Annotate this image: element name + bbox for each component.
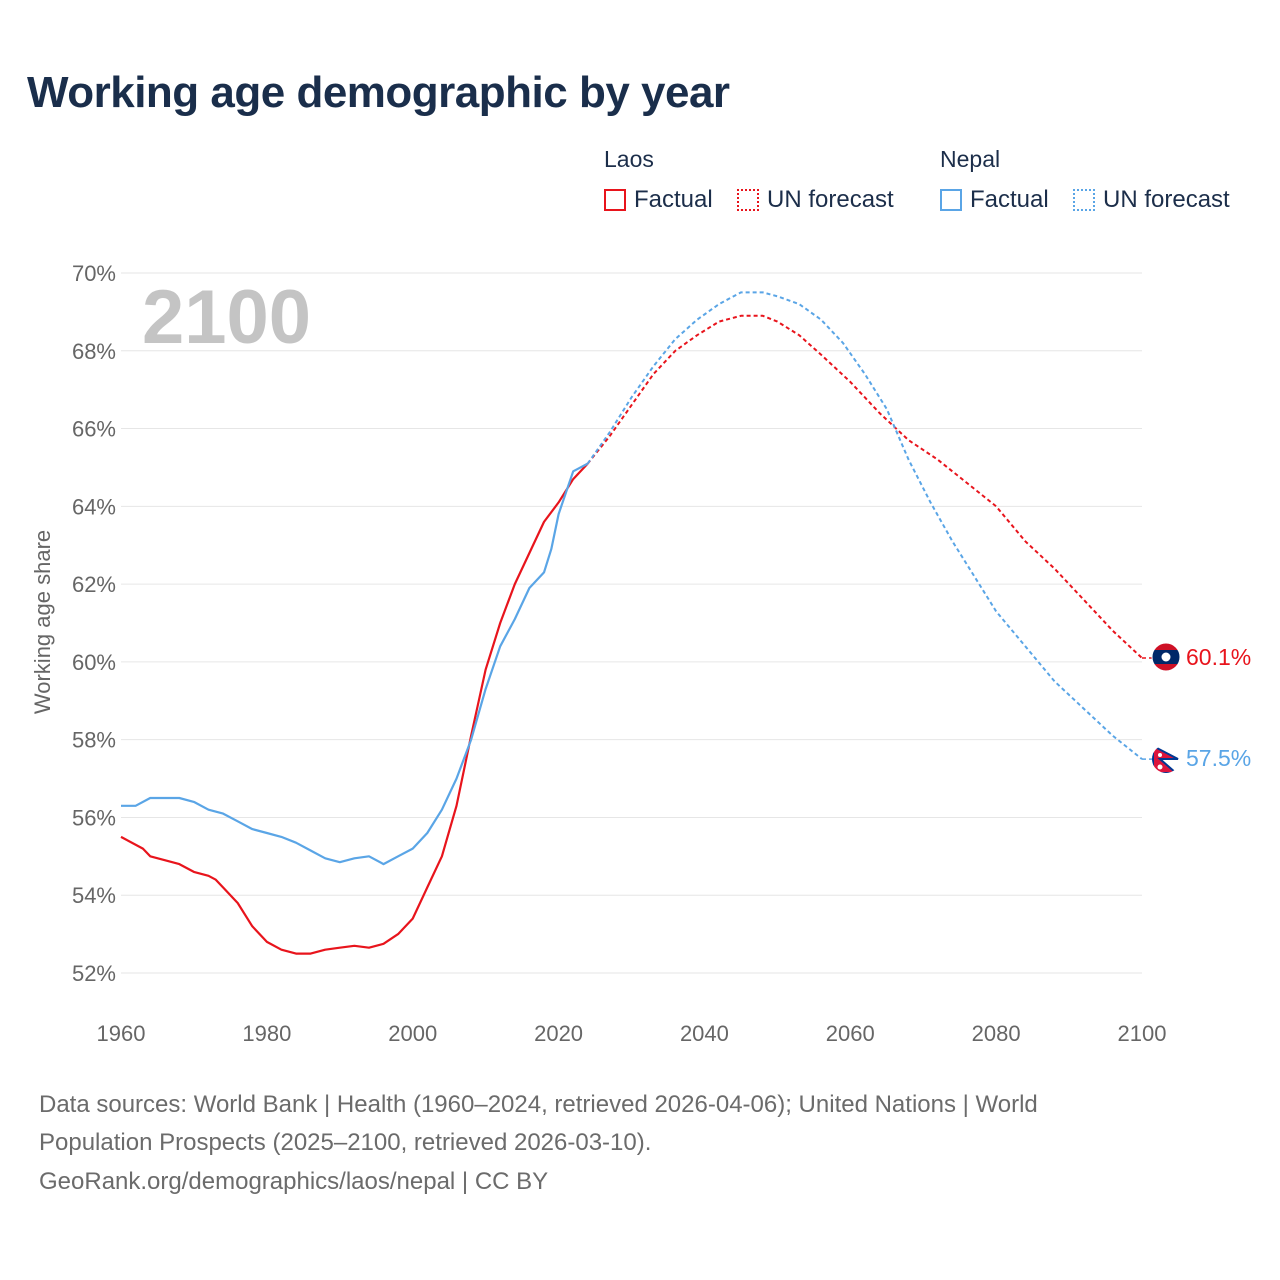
y-tick-label: 68% [72, 339, 116, 364]
series-line-nepal-factual[interactable] [121, 462, 589, 866]
legend-swatch-laos-factual [604, 189, 626, 211]
chart-title: Working age demographic by year [27, 68, 730, 117]
x-tick-label: 2020 [534, 1021, 583, 1046]
y-tick-label: 54% [72, 883, 116, 908]
legend-label: Factual [634, 186, 713, 213]
y-tick-label: 66% [72, 417, 116, 442]
y-tick-label: 64% [72, 494, 116, 519]
line-chart: 52% 54% 56% 58% 60% 62% 64% 66% 68% 70% 1960 1980 2… [30, 261, 1251, 1046]
end-label-laos: 60.1% [1186, 644, 1251, 670]
series-line-laos-factual[interactable] [120, 462, 589, 955]
legend-swatch-laos-forecast [737, 189, 759, 211]
y-tick-label: 62% [72, 572, 116, 597]
legend-label: UN forecast [1103, 186, 1230, 213]
footer-attribution[interactable]: GeoRank.org/demographics/laos/nepal | CC… [39, 1168, 549, 1195]
y-tick-label: 70% [72, 261, 116, 286]
legend-laos-forecast[interactable]: UN forecast [737, 186, 894, 214]
legend-title-laos: Laos [604, 146, 654, 172]
x-tick-label: 2080 [972, 1021, 1021, 1046]
legend-title-nepal: Nepal [940, 146, 1001, 172]
legend-swatch-nepal-forecast [1073, 189, 1095, 211]
legend-nepal-factual[interactable]: Factual [940, 186, 1049, 214]
year-watermark: 2100 [142, 275, 311, 360]
series-line-nepal-forecast[interactable] [586, 291, 1143, 760]
x-tick-label: 2060 [826, 1021, 875, 1046]
series-line-laos-forecast[interactable] [586, 314, 1143, 659]
x-tick-label: 2000 [388, 1021, 437, 1046]
nepal-flag-icon [1152, 745, 1180, 773]
footer-sources-line-2: Population Prospects (2025–2100, retriev… [39, 1129, 652, 1156]
x-axis-ticks: 1960 1980 2000 2020 2040 2060 2080 2100 [97, 1021, 1167, 1046]
end-label-nepal: 57.5% [1186, 745, 1251, 771]
x-tick-label: 1980 [242, 1021, 291, 1046]
y-tick-label: 60% [72, 650, 116, 675]
y-tick-label: 56% [72, 805, 116, 830]
x-tick-label: 1960 [97, 1021, 146, 1046]
series [120, 291, 1152, 955]
y-axis-ticks: 52% 54% 56% 58% 60% 62% 64% 66% 68% 70% [72, 261, 116, 986]
legend-label: UN forecast [767, 186, 894, 213]
footer-sources-line-1: Data sources: World Bank | Health (1960–… [39, 1091, 1038, 1118]
legend-laos-factual[interactable]: Factual [604, 186, 713, 214]
legend-label: Factual [970, 186, 1049, 213]
legend-swatch-nepal-factual [940, 189, 962, 211]
x-tick-label: 2100 [1118, 1021, 1167, 1046]
y-axis-label: Working age share [30, 530, 55, 714]
grid [121, 272, 1142, 974]
y-tick-label: 58% [72, 728, 116, 753]
legend-nepal-forecast[interactable]: UN forecast [1073, 186, 1230, 214]
y-tick-label: 52% [72, 961, 116, 986]
x-tick-label: 2040 [680, 1021, 729, 1046]
laos-flag-icon [1151, 642, 1181, 672]
